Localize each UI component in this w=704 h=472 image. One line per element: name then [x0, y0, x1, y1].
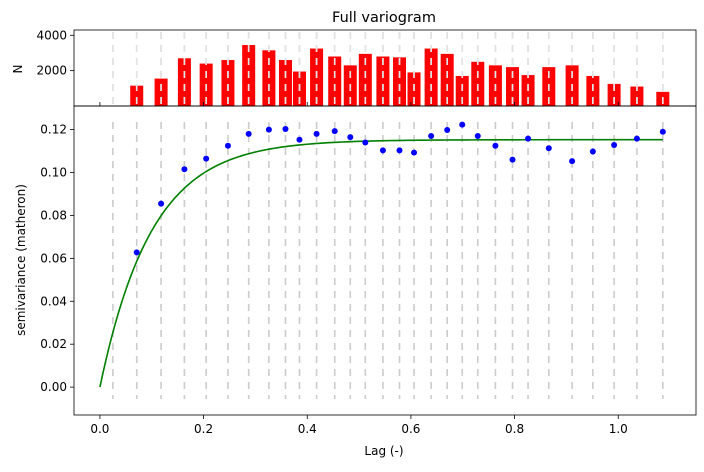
x-axis-label: Lag (-)	[364, 444, 403, 458]
variogram-y-ticks: 0.00 0.02 0.04 0.06 0.08 0.10 0.12	[40, 123, 74, 394]
data-point	[331, 128, 338, 135]
histogram-bar	[262, 50, 276, 106]
data-point	[296, 136, 303, 143]
chart-title: Full variogram	[332, 10, 436, 26]
histogram-bar	[630, 86, 644, 106]
data-point	[265, 126, 272, 133]
x-tick-label: 0.6	[401, 422, 420, 436]
histogram-bar	[440, 53, 454, 106]
data-point	[659, 128, 666, 135]
data-point	[181, 166, 188, 173]
data-point	[509, 156, 516, 163]
variogram-frame	[73, 105, 697, 416]
data-point	[282, 125, 289, 132]
y-tick-label: 0.12	[40, 123, 67, 137]
data-point	[428, 133, 435, 140]
histogram-bar	[154, 78, 168, 106]
data-point	[133, 249, 140, 256]
histogram-bar	[393, 57, 407, 106]
histogram-panel: Full variogram N 2000 4000	[11, 10, 697, 107]
data-point	[569, 158, 576, 165]
x-tick-label: 0.8	[505, 422, 524, 436]
histogram-bar	[358, 53, 372, 106]
data-point	[245, 130, 252, 137]
x-tick-label: 1.0	[609, 422, 628, 436]
y-tick-label: 0.00	[40, 380, 67, 394]
y-tick-label: 0.06	[40, 251, 67, 265]
x-tick-label: 0.0	[90, 422, 109, 436]
data-point	[474, 133, 481, 140]
data-point	[492, 142, 499, 149]
histogram-y-tick-label: 4000	[36, 28, 67, 42]
data-point	[224, 142, 231, 149]
data-point	[525, 135, 532, 142]
data-point	[313, 130, 320, 137]
data-point	[347, 134, 354, 141]
histogram-bar	[376, 56, 390, 106]
histogram-y-axis-label: N	[11, 65, 25, 74]
y-tick-label: 0.08	[40, 208, 67, 222]
x-tick-label: 0.2	[194, 422, 213, 436]
y-tick-label: 0.02	[40, 337, 67, 351]
data-point	[444, 127, 451, 134]
data-point	[633, 135, 640, 142]
histogram-y-ticks: 2000 4000	[36, 28, 619, 106]
variogram-x-ticks: 0.0 0.2 0.4 0.6 0.8 1.0	[90, 415, 628, 436]
histogram-bar	[221, 60, 235, 106]
histogram-bar	[328, 56, 342, 106]
variogram-panel: 0.000.020.040.060.080.100.12 0.0 0.2 0.4 0.…	[14, 105, 697, 458]
x-tick-label: 0.4	[298, 422, 317, 436]
y-axis-label: semivariance (matheron)	[14, 184, 28, 336]
data-point	[379, 147, 386, 154]
histogram-y-tick-label: 2000	[36, 64, 67, 78]
data-point	[396, 147, 403, 154]
data-point	[611, 142, 618, 149]
data-point	[545, 145, 552, 152]
data-point	[203, 155, 210, 162]
data-point	[362, 139, 369, 146]
histogram-bar	[607, 83, 621, 106]
histogram-bar	[177, 58, 191, 106]
y-tick-label: 0.04	[40, 294, 67, 308]
histogram-bar	[130, 85, 144, 106]
y-tick-label: 0.10	[40, 166, 67, 180]
data-point	[158, 200, 165, 207]
data-point	[589, 148, 596, 155]
data-point	[411, 149, 418, 156]
data-point	[459, 121, 466, 128]
histogram-bar	[278, 60, 292, 106]
histogram-bar	[471, 61, 485, 106]
experimental-points	[133, 121, 666, 256]
model-curve	[99, 138, 663, 388]
